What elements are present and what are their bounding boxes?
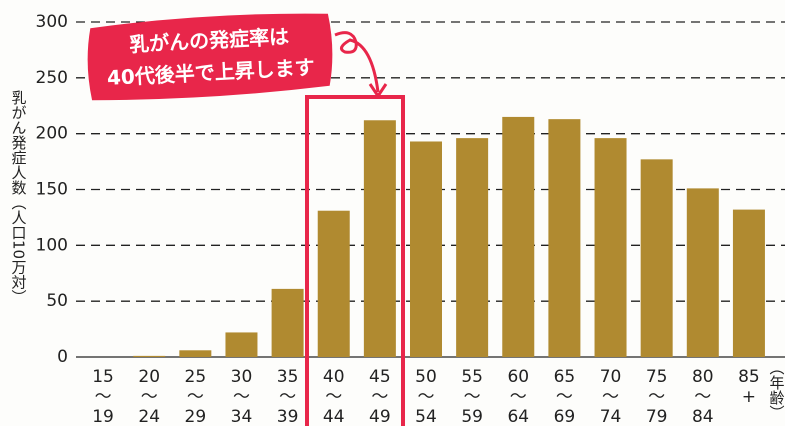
x-tick-label: 84	[692, 407, 714, 426]
x-tick-label: 35	[277, 367, 299, 387]
x-tick-label: 24	[138, 407, 160, 426]
bar	[456, 138, 489, 357]
x-tick-label: 85	[738, 367, 760, 387]
arrow-head	[368, 83, 388, 99]
x-tick-label: 〜	[187, 387, 204, 407]
x-tick-label: 〜	[464, 387, 481, 407]
x-tick-label: 〜	[371, 387, 388, 407]
x-axis-label: （年齢）	[768, 360, 785, 420]
x-tick-label: 〜	[694, 387, 711, 407]
bar	[133, 355, 166, 357]
x-tick-label: 〜	[233, 387, 250, 407]
x-tick-label: 19	[92, 407, 114, 426]
x-tick-label: 54	[415, 407, 437, 426]
x-tick-label: 60	[507, 367, 529, 387]
x-tick-label: 25	[185, 367, 207, 387]
x-tick-label: 〜	[648, 387, 665, 407]
x-tick-label: 〜	[325, 387, 342, 407]
x-tick-label: 40	[323, 367, 345, 387]
callout: 乳がんの発症率は 40代後半で上昇します	[87, 13, 333, 101]
y-axis-label: 乳がん発症人数（人口10万対）	[10, 90, 28, 304]
x-tick-label: 〜	[602, 387, 619, 407]
x-tick-label: 〜	[418, 387, 435, 407]
x-tick-label: 〜	[556, 387, 573, 407]
callout-bg	[87, 13, 333, 101]
y-tick-label: 150	[36, 180, 68, 200]
x-tick-label: 〜	[95, 387, 112, 407]
x-tick-label: 70	[600, 367, 622, 387]
x-tick-label: 45	[369, 367, 391, 387]
y-tick-label: 0	[57, 347, 68, 367]
x-tick-label: 50	[415, 367, 437, 387]
x-tick-label: 〜	[510, 387, 527, 407]
bar	[502, 116, 535, 358]
bar	[179, 350, 212, 357]
x-tick-label: 49	[369, 407, 391, 426]
x-tick-label: 34	[231, 407, 253, 426]
x-tick-label: 75	[646, 367, 668, 387]
bar	[225, 332, 258, 357]
x-tick-label: +	[742, 387, 756, 407]
bar	[363, 120, 396, 358]
bar	[271, 288, 304, 357]
x-tick-label: 29	[185, 407, 207, 426]
y-tick-label: 250	[36, 68, 68, 88]
x-tick-label: 59	[461, 407, 483, 426]
plot: 05010015020025030015〜1920〜2425〜2930〜3435…	[36, 12, 785, 426]
x-tick-label: 79	[646, 407, 668, 426]
x-tick-label: 30	[231, 367, 253, 387]
y-tick-label: 200	[36, 124, 68, 144]
bar	[732, 209, 765, 357]
y-tick-label: 300	[36, 12, 68, 32]
x-tick-label: 64	[507, 407, 529, 426]
arrow	[334, 31, 380, 93]
y-tick-label: 100	[36, 235, 68, 255]
x-tick-label: 〜	[141, 387, 158, 407]
x-tick-label: 69	[554, 407, 576, 426]
y-tick-label: 50	[46, 291, 68, 311]
bar	[317, 210, 350, 357]
x-tick-label: 55	[461, 367, 483, 387]
x-tick-label: 65	[554, 367, 576, 387]
bar	[410, 141, 442, 357]
bar	[594, 138, 627, 357]
x-tick-label: 44	[323, 407, 345, 426]
bar	[548, 119, 581, 358]
highlight-box	[305, 95, 405, 426]
x-tick-label: 80	[692, 367, 714, 387]
x-tick-label: 〜	[279, 387, 296, 407]
bar	[640, 159, 673, 357]
x-tick-label: 39	[277, 407, 299, 426]
x-tick-label: 20	[138, 367, 160, 387]
bar	[686, 188, 719, 357]
x-tick-label: 15	[92, 367, 114, 387]
x-tick-label: 74	[600, 407, 622, 426]
